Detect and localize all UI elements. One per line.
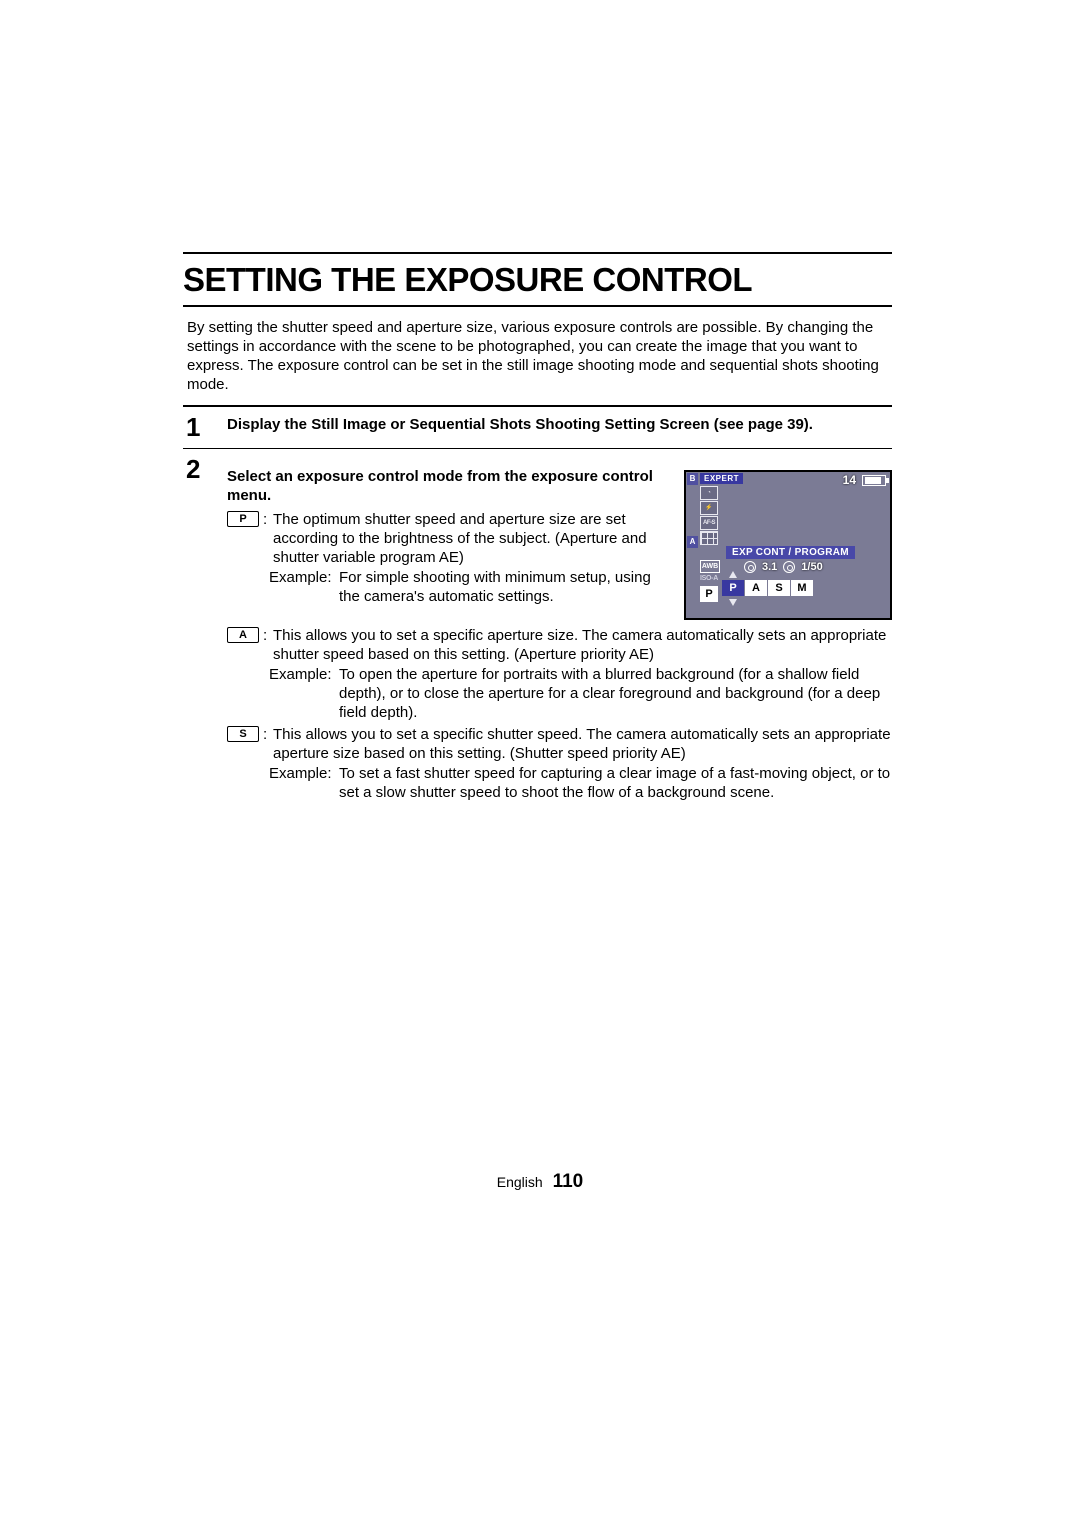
cam-timer-icon: ◔: [700, 486, 718, 500]
cam-readout: 3.1 1/50: [744, 561, 823, 573]
mode-a-example: Example: To open the aperture for portra…: [269, 665, 892, 722]
mode-a: A : This allows you to set a specific ap…: [227, 626, 892, 664]
aperture-icon: [744, 561, 756, 573]
cam-flash-icon: ⚡: [700, 501, 718, 515]
cam-grid-icon: [700, 531, 718, 545]
mode-s-example-label: Example:: [269, 764, 339, 802]
cam-p-selected: P: [700, 586, 718, 602]
cam-tab-a: A: [687, 536, 698, 548]
mode-a-text: This allows you to set a specific apertu…: [273, 626, 892, 664]
page-footer: English 110: [0, 1171, 1080, 1193]
rule-under-title: [183, 305, 892, 307]
cam-banner: EXP CONT / PROGRAM: [726, 546, 855, 559]
step-1-title: Display the Still Image or Sequential Sh…: [227, 415, 892, 434]
step-2-row: Select an exposure control mode from the…: [227, 467, 892, 620]
cam-down-icon: [729, 599, 737, 606]
mode-p-text: The optimum shutter speed and aperture s…: [273, 510, 666, 567]
cam-afs-icon: AF-S: [700, 516, 718, 530]
camera-lcd: B EXPERT 14 ◔ ⚡ AF-S A EXP CONT / PROGRA…: [684, 470, 892, 620]
mode-p-example: Example: For simple shooting with minimu…: [227, 568, 666, 606]
mode-a-icon: A: [227, 627, 259, 643]
mode-s-example: Example: To set a fast shutter speed for…: [269, 764, 892, 802]
mode-p: P : The optimum shutter speed and apertu…: [227, 510, 666, 567]
mode-a-example-label: Example:: [269, 665, 339, 722]
mode-s-colon: :: [263, 725, 273, 763]
mode-p-example-text: For simple shooting with minimum setup, …: [339, 568, 666, 606]
cam-cell-p: P: [722, 580, 744, 596]
cam-fval: 3.1: [762, 561, 777, 573]
step-1: 1 Display the Still Image or Sequential …: [183, 415, 892, 439]
cam-tab-b: B: [687, 473, 698, 485]
page-title: SETTING THE EXPOSURE CONTROL: [183, 261, 892, 299]
shutter-icon: [783, 561, 795, 573]
footer-page: 110: [553, 1171, 584, 1192]
cam-side-icons: ◔ ⚡ AF-S: [700, 486, 718, 545]
footer-lang: English: [497, 1174, 543, 1190]
step-2: 2 Select an exposure control mode from t…: [183, 457, 892, 802]
mode-p-example-label: Example:: [269, 568, 339, 606]
cam-isoa: ISO-A: [700, 575, 718, 582]
mode-s: S : This allows you to set a specific sh…: [227, 725, 892, 763]
cam-shutter: 1/50: [801, 561, 822, 573]
mode-s-example-text: To set a fast shutter speed for capturin…: [339, 764, 892, 802]
intro-text: By setting the shutter speed and apertur…: [187, 318, 888, 394]
battery-icon: [862, 475, 886, 486]
manual-page: SETTING THE EXPOSURE CONTROL By setting …: [0, 0, 1080, 1529]
step-2-number: 2: [183, 457, 227, 802]
mode-p-icon: P: [227, 511, 259, 527]
cam-count: 14: [843, 473, 856, 487]
cam-awb: AWB: [700, 560, 720, 573]
mode-p-colon: :: [263, 510, 273, 567]
mode-s-icon: S: [227, 726, 259, 742]
mode-a-example-text: To open the aperture for portraits with …: [339, 665, 892, 722]
cam-mode-row: P A S M: [722, 580, 813, 596]
cam-cell-s: S: [768, 580, 790, 596]
cam-up-icon: [729, 571, 737, 578]
cam-cell-m: M: [791, 580, 813, 596]
rule-step1-top: [183, 405, 892, 407]
cam-expert: EXPERT: [700, 473, 743, 484]
mode-s-text: This allows you to set a specific shutte…: [273, 725, 892, 763]
mode-a-colon: :: [263, 626, 273, 664]
rule-top: [183, 252, 892, 254]
rule-step1-bottom: [183, 448, 892, 449]
step-2-title: Select an exposure control mode from the…: [227, 467, 666, 505]
step-1-number: 1: [183, 415, 227, 439]
cam-cell-a: A: [745, 580, 767, 596]
